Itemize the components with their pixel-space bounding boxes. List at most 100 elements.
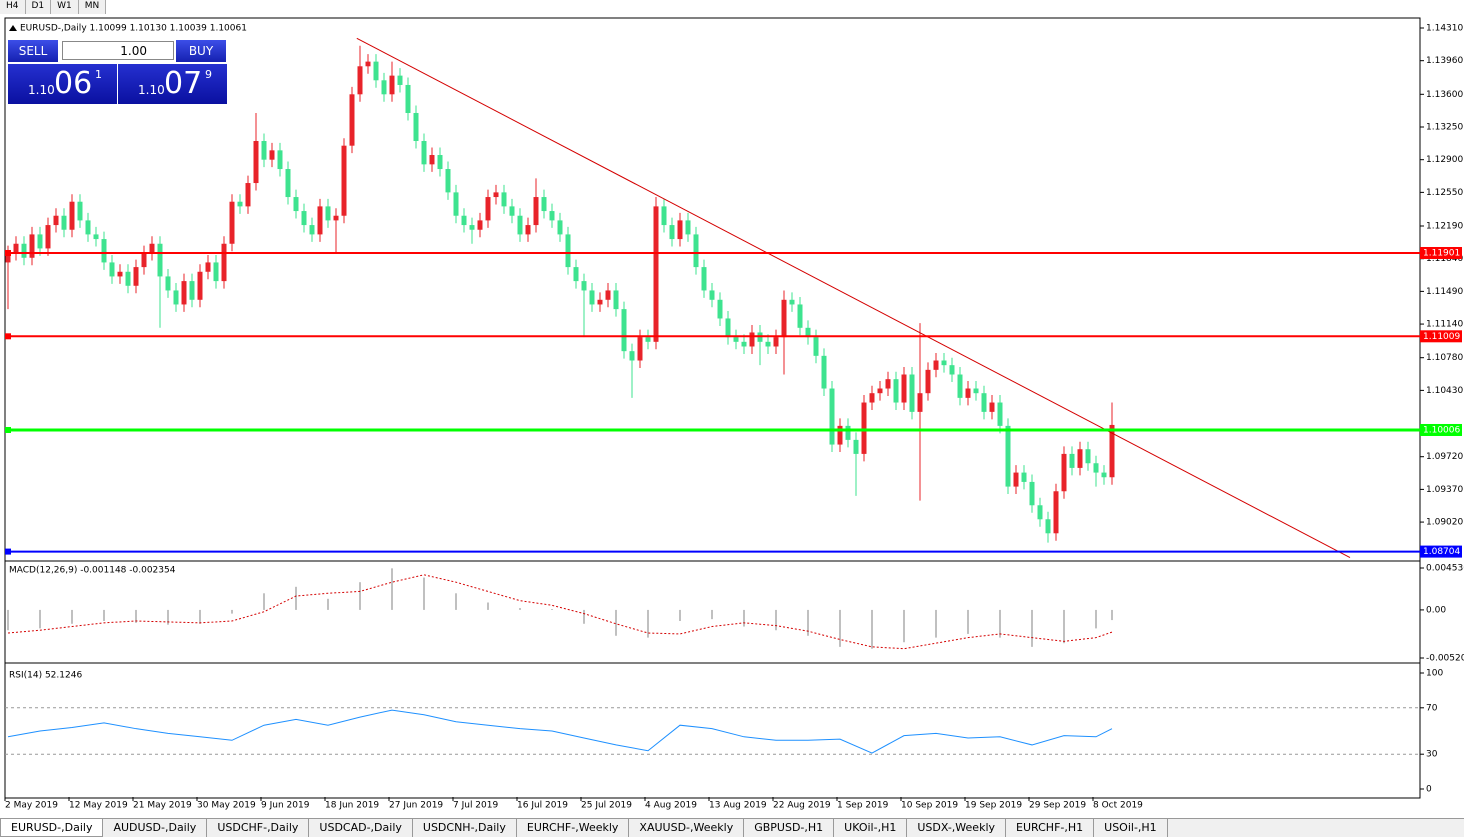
- candle-body: [349, 94, 355, 146]
- bid-price[interactable]: 1.10 06 1: [8, 64, 117, 104]
- candle-body: [1069, 453, 1075, 468]
- candle-body: [549, 211, 555, 221]
- candle-body: [501, 192, 507, 207]
- ask-prefix: 1.10: [138, 83, 165, 97]
- candle-body: [37, 234, 43, 249]
- symbol-tab[interactable]: AUDUSD-,Daily: [103, 819, 208, 837]
- candle-body: [645, 337, 651, 342]
- x-tick-label: 7 Jul 2019: [453, 801, 498, 811]
- candle-body: [93, 234, 99, 240]
- candle-body: [429, 155, 435, 165]
- candle-body: [1093, 463, 1099, 473]
- candle-body: [677, 220, 683, 240]
- candle-body: [437, 155, 443, 170]
- candle-body: [701, 267, 707, 291]
- rsi-line: [7, 709, 1113, 754]
- symbol-tab[interactable]: USDCAD-,Daily: [309, 819, 413, 837]
- level-tag: [1420, 330, 1462, 343]
- buy-button[interactable]: BUY: [176, 40, 226, 62]
- ask-price[interactable]: 1.10 07 9: [118, 64, 227, 104]
- candle-body: [29, 234, 35, 258]
- candle-body: [693, 234, 699, 268]
- y-tick-label: 1.09720: [1426, 452, 1463, 462]
- x-tick-label: 30 May 2019: [197, 801, 256, 811]
- candle-body: [165, 276, 171, 291]
- candle-body: [341, 145, 347, 216]
- symbol-tab[interactable]: EURCHF-,Weekly: [517, 819, 630, 837]
- candle-body: [373, 61, 379, 81]
- candle-body: [421, 141, 427, 165]
- candle-body: [309, 225, 315, 235]
- candle-body: [1085, 449, 1091, 464]
- candle-body: [77, 201, 83, 221]
- timeframe-button[interactable]: H4: [0, 0, 26, 14]
- level-anchor: [5, 249, 11, 256]
- candle-body: [725, 318, 731, 338]
- y-tick-label: 100: [1426, 669, 1443, 679]
- symbol-tab[interactable]: XAUUSD-,Weekly: [629, 819, 745, 837]
- timeframe-button[interactable]: D1: [25, 0, 52, 14]
- symbol-tab[interactable]: EURUSD-,Daily: [0, 819, 104, 837]
- candle-body: [685, 220, 691, 235]
- candle-body: [21, 243, 27, 258]
- candle-body: [917, 393, 923, 412]
- candle-body: [653, 206, 659, 342]
- candle-body: [1021, 472, 1027, 482]
- candle-body: [749, 332, 755, 347]
- candle-body: [141, 253, 147, 268]
- candle-body: [85, 220, 91, 235]
- candle-body: [397, 75, 403, 85]
- lots-input[interactable]: 1.00: [62, 41, 174, 60]
- y-tick-label: 1.12900: [1426, 155, 1463, 165]
- level-tag: [1420, 246, 1462, 259]
- chart-frame: [4, 17, 1421, 799]
- symbol-tab[interactable]: USDX-,Weekly: [907, 819, 1007, 837]
- symbol-tab[interactable]: USDCHF-,Daily: [207, 819, 310, 837]
- sell-button[interactable]: SELL: [8, 40, 58, 62]
- symbol-tab[interactable]: USOil-,H1: [1094, 819, 1168, 837]
- candle-body: [1037, 505, 1043, 520]
- candle-body: [965, 388, 971, 398]
- candle-body: [533, 197, 539, 226]
- candle-body: [117, 271, 123, 277]
- rsi-title: RSI(14) 52.1246: [9, 671, 82, 681]
- x-tick-label: 21 May 2019: [133, 801, 192, 811]
- candle-body: [469, 225, 475, 230]
- candle-body: [941, 360, 947, 366]
- symbol-tab[interactable]: GBPUSD-,H1: [744, 819, 835, 837]
- candle-body: [797, 304, 803, 328]
- candle-body: [613, 290, 619, 310]
- timeframe-bar: H4 D1 W1 MN: [0, 0, 107, 14]
- x-tick-label: 1 Sep 2019: [837, 801, 889, 811]
- candle-body: [389, 75, 395, 95]
- candle-body: [101, 239, 107, 263]
- x-tick-label: 9 Jun 2019: [261, 801, 310, 811]
- x-tick-label: 2 May 2019: [5, 801, 58, 811]
- symbol-tab[interactable]: USDCNH-,Daily: [413, 819, 517, 837]
- candle-body: [493, 192, 499, 198]
- y-tick-label: 1.13600: [1426, 90, 1463, 100]
- y-tick-label: 1.09020: [1426, 518, 1463, 528]
- candle-body: [989, 402, 995, 412]
- symbol-tab[interactable]: UKOil-,H1: [834, 819, 908, 837]
- candle-body: [69, 201, 75, 230]
- candle-body: [765, 341, 771, 347]
- y-tick-label: 1.12550: [1426, 188, 1463, 198]
- timeframe-button[interactable]: MN: [78, 0, 107, 14]
- x-tick-label: 10 Sep 2019: [901, 801, 958, 811]
- candle-body: [781, 299, 787, 338]
- x-tick-label: 12 May 2019: [69, 801, 128, 811]
- trade-panel: SELL 1.00 BUY 1.10 06 1 1.10 07 9: [8, 40, 227, 104]
- level-label: 1.11901: [1423, 248, 1460, 258]
- level-anchor: [5, 426, 11, 433]
- candle-body: [13, 243, 19, 254]
- candle-body: [213, 262, 219, 282]
- candle-body: [253, 141, 259, 184]
- x-tick-label: 4 Aug 2019: [645, 801, 697, 811]
- symbol-tab[interactable]: EURCHF-,H1: [1006, 819, 1095, 837]
- symbol-tabs: EURUSD-,Daily AUDUSD-,Daily USDCHF-,Daily U…: [0, 818, 1464, 837]
- timeframe-button[interactable]: W1: [51, 0, 79, 14]
- candle-body: [317, 206, 323, 235]
- y-tick-label: 0: [1426, 785, 1432, 795]
- candle-body: [1061, 453, 1067, 492]
